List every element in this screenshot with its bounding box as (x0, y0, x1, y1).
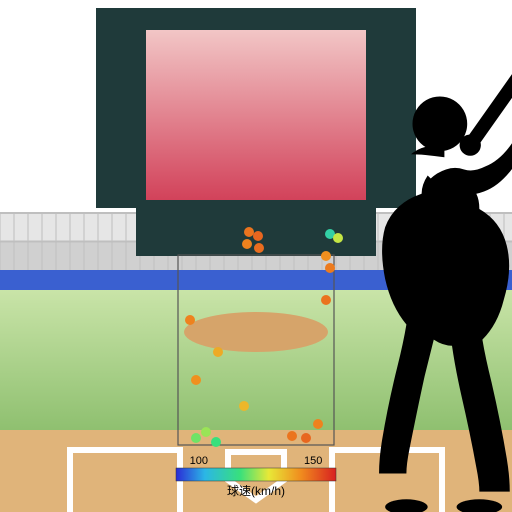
legend-title: 球速(km/h) (227, 484, 285, 498)
pitch-point (201, 427, 211, 437)
legend-tick: 100 (190, 455, 208, 467)
pitch-point (254, 243, 264, 253)
pitch-point (333, 233, 343, 243)
pitch-point (253, 231, 263, 241)
pitch-point (301, 433, 311, 443)
pitch-point (211, 437, 221, 447)
pitch-point (325, 263, 335, 273)
pitch-point (321, 295, 331, 305)
pitch-point (313, 419, 323, 429)
pitch-point (213, 347, 223, 357)
pitchers-mound (184, 312, 328, 352)
pitch-point (191, 375, 201, 385)
pitch-location-chart: 100 150 球速(km/h) (0, 0, 512, 512)
pitch-point (239, 401, 249, 411)
pitch-point (242, 239, 252, 249)
pitch-point (321, 251, 331, 261)
pitch-point (287, 431, 297, 441)
pitch-point (244, 227, 254, 237)
legend-tick: 150 (304, 455, 322, 467)
pitch-point (191, 433, 201, 443)
scoreboard-screen (146, 30, 366, 200)
pitch-point (185, 315, 195, 325)
